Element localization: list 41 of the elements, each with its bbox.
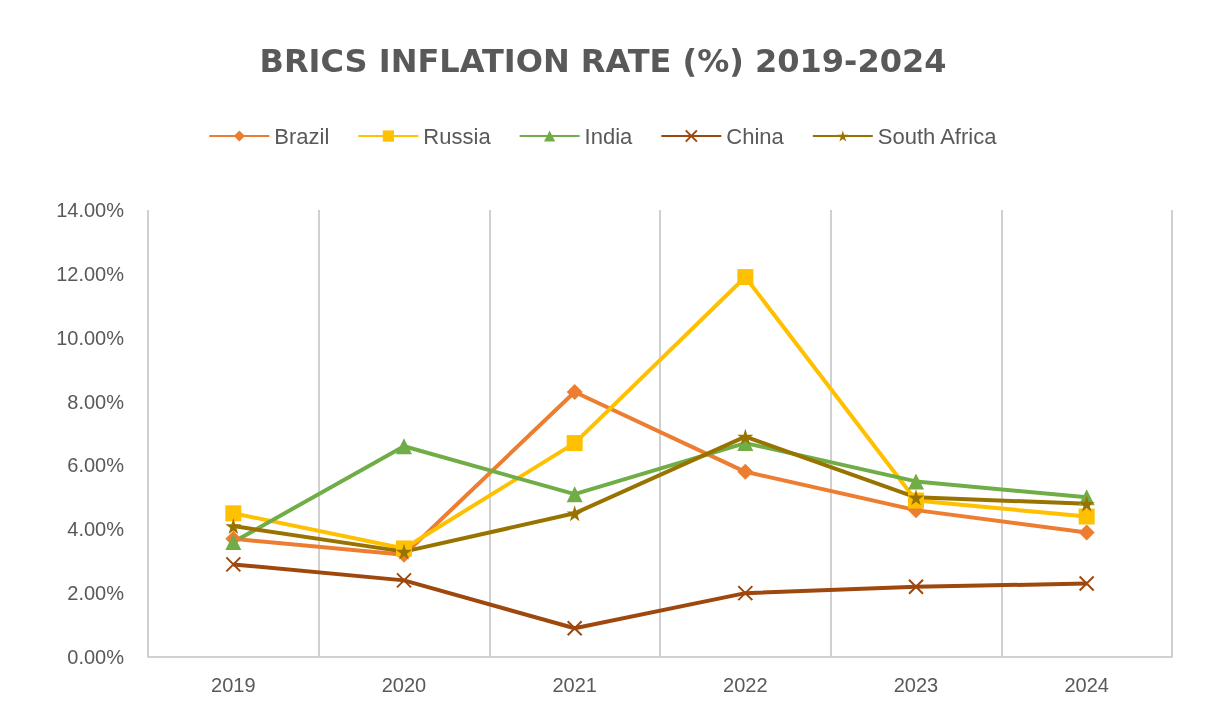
point <box>566 435 583 452</box>
legend-label: South Africa <box>877 123 998 149</box>
x-tick-label: 2022 <box>723 674 768 696</box>
point <box>566 620 583 637</box>
y-tick-label: 0.00% <box>67 646 125 668</box>
point <box>225 534 242 551</box>
y-tick-label: 2.00% <box>67 582 125 605</box>
point <box>908 578 924 595</box>
point <box>737 585 754 602</box>
y-tick-label: 8.00% <box>67 390 125 413</box>
point <box>396 572 412 589</box>
chart-title: BRICS INFLATION RATE (%) 2019-2024 <box>259 42 947 80</box>
point <box>225 505 242 522</box>
point <box>1078 575 1095 592</box>
point <box>1078 524 1095 541</box>
x-tick-label: 2021 <box>552 674 597 696</box>
x-tick-label: 2019 <box>211 674 256 696</box>
point <box>566 486 583 503</box>
y-tick-label: 10.00% <box>56 326 125 349</box>
point <box>1078 495 1095 512</box>
x-tick-label: 2024 <box>1064 674 1109 696</box>
legend-label: Brazil <box>274 123 330 149</box>
y-tick-label: 4.00% <box>67 518 125 541</box>
point <box>225 518 242 535</box>
point <box>737 269 754 286</box>
point <box>396 438 412 455</box>
point <box>566 383 583 400</box>
y-tick-label: 14.00% <box>56 199 125 221</box>
y-tick-label: 12.00% <box>56 262 125 285</box>
point <box>908 473 924 490</box>
legend-label: India <box>584 123 634 149</box>
legend-label: China <box>726 123 785 149</box>
point <box>1078 508 1095 525</box>
point <box>566 505 583 522</box>
legend-label: Russia <box>423 123 492 149</box>
point <box>737 463 754 480</box>
y-tick-label: 6.00% <box>67 454 125 477</box>
x-tick-label: 2020 <box>381 674 427 696</box>
point <box>225 556 242 573</box>
point <box>737 428 754 445</box>
x-tick-label: 2023 <box>893 674 939 696</box>
